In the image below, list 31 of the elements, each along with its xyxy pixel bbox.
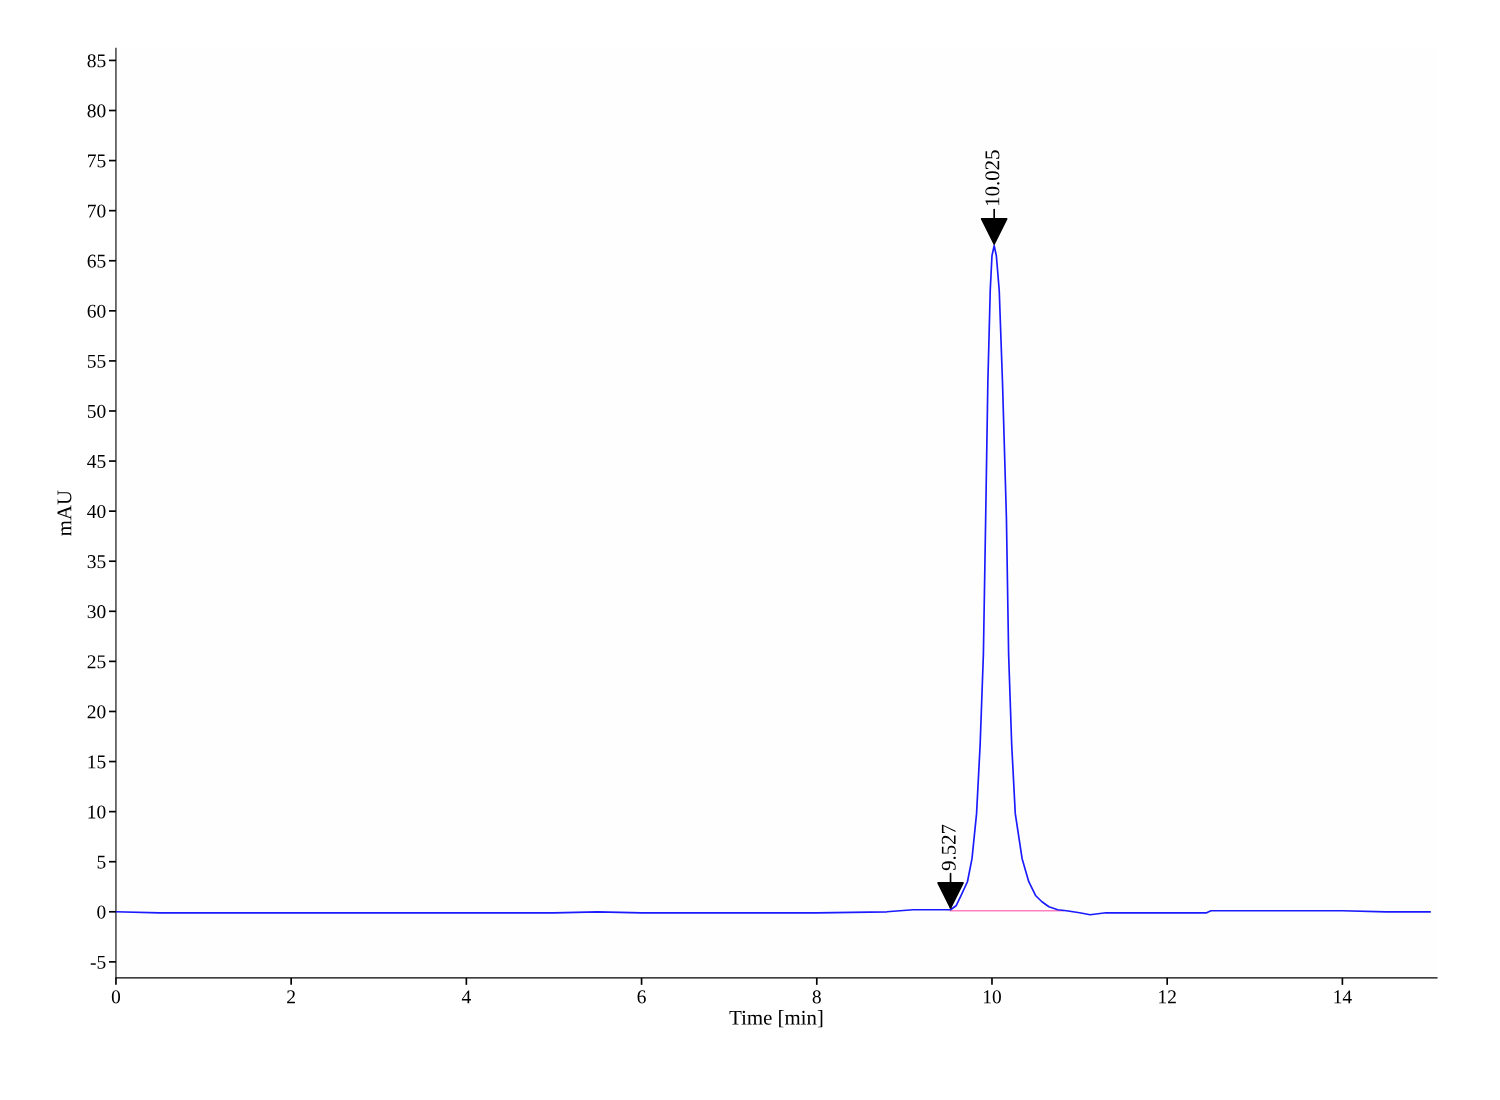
- y-tick-label: 45: [87, 455, 106, 468]
- y-tick-label: 55: [87, 354, 106, 368]
- x-tick-label: 14: [1334, 990, 1352, 1004]
- annotation: 9.527: [941, 824, 956, 871]
- y-tick-label: 35: [87, 555, 106, 569]
- x-tick-label: 6: [637, 990, 646, 1004]
- y-tick-label: 40: [87, 504, 106, 519]
- y-tick-label: 20: [87, 705, 106, 719]
- x-tick-label: 4: [461, 990, 471, 1004]
- y-tick-label: 15: [88, 755, 106, 769]
- y-tick-label: 85: [87, 54, 106, 68]
- y-tick-label: 75: [88, 154, 106, 168]
- x-tick-label: 12: [1159, 990, 1176, 1004]
- y-tick-label: 80: [87, 104, 106, 118]
- y-tick-label: 25: [87, 655, 106, 669]
- x-tick-label: 0: [111, 990, 121, 1004]
- annotation: 10.025: [985, 150, 1000, 205]
- y-tick-label: -5: [90, 955, 106, 969]
- y-tick-label: 70: [88, 204, 106, 218]
- y-tick-label: 50: [87, 404, 106, 418]
- y-tick-label: 65: [87, 254, 106, 268]
- x-tick-label: 10: [983, 990, 1001, 1004]
- y-tick-label: 5: [97, 855, 106, 869]
- y-tick-label: 10: [88, 805, 106, 819]
- y-axis-title: mAU: [57, 490, 72, 536]
- y-tick-label: 0: [97, 905, 106, 919]
- y-tick-label: 30: [87, 605, 106, 619]
- x-tick-label: 8: [812, 990, 821, 1004]
- x-axis-title: Time [min]: [729, 1010, 823, 1028]
- x-tick-label: 2: [287, 990, 295, 1004]
- y-tick-label: 60: [87, 304, 106, 318]
